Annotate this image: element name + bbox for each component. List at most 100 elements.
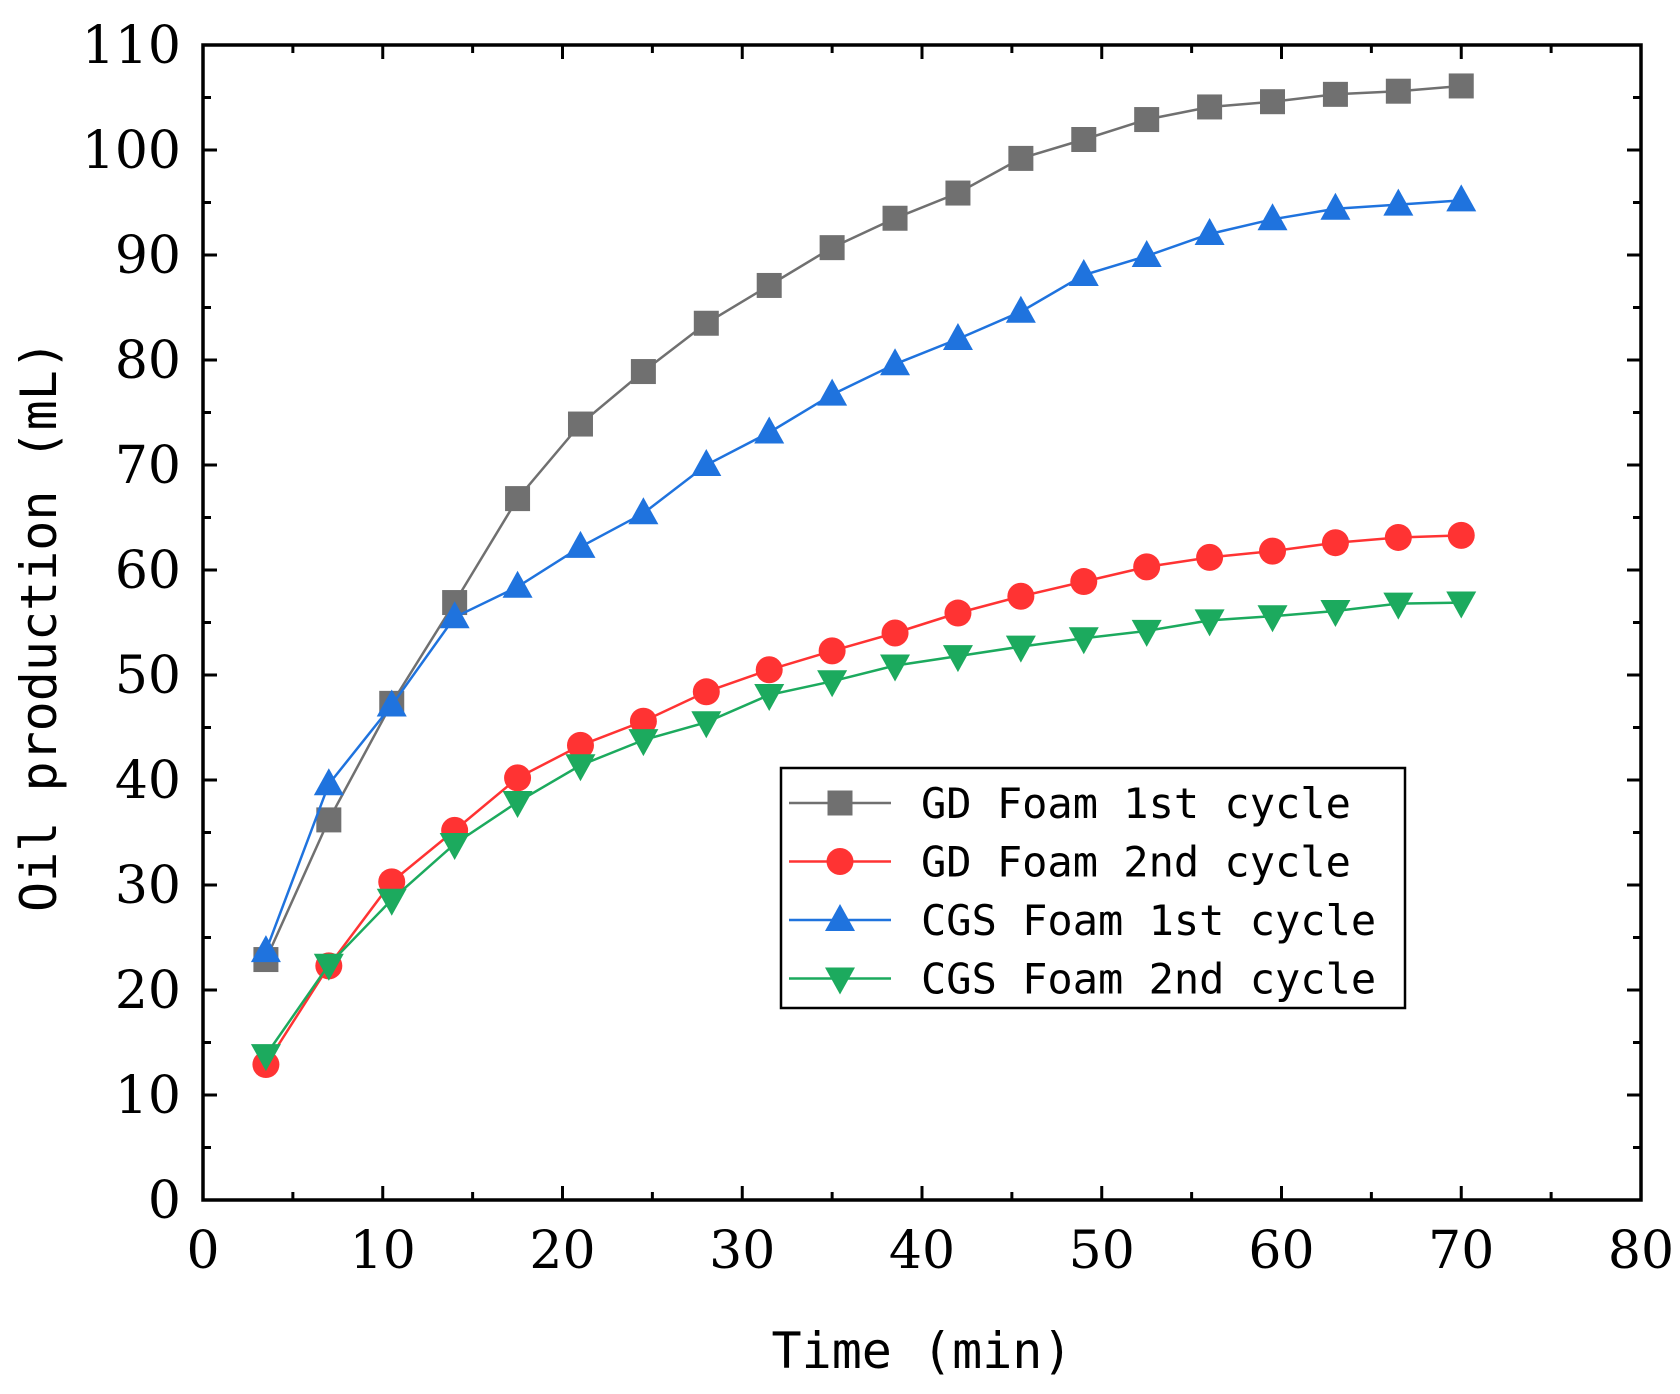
series-4-point (880, 654, 911, 682)
y-tick-label: 0 (148, 1171, 181, 1231)
series-4-point (1383, 592, 1414, 620)
series-3-point (1257, 203, 1288, 231)
series-2-point (504, 764, 532, 792)
series-2-point (1070, 568, 1098, 596)
series-1-point (1197, 94, 1223, 120)
series-3-point (439, 601, 470, 629)
series-3-point (1194, 218, 1225, 245)
series-3-point (1005, 295, 1036, 323)
series-4-point (439, 833, 470, 861)
series-1-point (1260, 89, 1286, 115)
series-4 (250, 591, 1477, 1072)
series-1-point (1385, 78, 1411, 104)
series-3-point (880, 348, 911, 376)
x-tick-label: 70 (1428, 1221, 1494, 1281)
series-3-point (691, 449, 722, 476)
legend-entry-1: GD Foam 1st cycle (789, 779, 1351, 828)
series-4-point (1068, 627, 1099, 655)
legend-entry-3: CGS Foam 1st cycle (789, 896, 1376, 945)
series-3-point (628, 497, 659, 525)
series-2-point (1321, 529, 1349, 557)
series-1-point (819, 235, 845, 261)
y-tick-label: 90 (115, 226, 181, 286)
series-3-point (817, 378, 848, 406)
series-2-point (1259, 537, 1287, 565)
series-1-point (693, 310, 719, 336)
x-tick-label: 60 (1248, 1221, 1314, 1281)
y-tick-label: 40 (115, 751, 181, 811)
x-tick-label: 80 (1608, 1221, 1674, 1281)
legend-entry-4: CGS Foam 2nd cycle (789, 955, 1376, 1004)
series-2-point (755, 656, 783, 684)
series-3-point (250, 935, 281, 963)
series-1-point (945, 180, 971, 206)
series-3-point (1131, 240, 1162, 268)
series-layer (250, 73, 1477, 1079)
series-4-point (754, 683, 785, 711)
series-1-point (882, 205, 908, 231)
series-4-point (376, 888, 407, 916)
series-1 (253, 73, 1474, 973)
series-2-point (818, 637, 846, 665)
legend-marker (826, 848, 854, 875)
x-tick-label: 20 (529, 1221, 595, 1281)
series-3-point (754, 416, 785, 444)
series-3-point (313, 768, 344, 796)
y-tick-label: 70 (115, 436, 181, 496)
series-3-point (1068, 258, 1099, 286)
series-3-point (1446, 184, 1477, 212)
series-2-point (1447, 521, 1475, 549)
x-tick-label: 10 (350, 1221, 416, 1281)
legend: GD Foam 1st cycle GD Foam 2nd cycle CGS Fo… (779, 766, 1407, 1010)
x-tick-label: 30 (709, 1221, 775, 1281)
y-tick-label: 110 (82, 16, 181, 76)
series-4-point (691, 711, 722, 739)
legend-label: GD Foam 1st cycle (921, 779, 1351, 828)
series-4-point (1320, 599, 1351, 627)
y-tick-label: 20 (115, 961, 181, 1021)
series-3-point (502, 570, 533, 598)
x-tick-label: 40 (889, 1221, 955, 1281)
series-1-point (505, 486, 531, 512)
y-tick-label: 10 (115, 1066, 181, 1126)
x-axis-title: Time (min) (771, 1322, 1072, 1380)
y-axis-title: Oil production (mL) (10, 340, 68, 912)
legend-label: GD Foam 2nd cycle (921, 838, 1351, 887)
series-3-point (376, 689, 407, 717)
axes: 0 10 20 30 40 50 60 70 80 0 10 20 30 40 50 60 70 80 90 100 1… (82, 16, 1674, 1281)
series-4-point (1194, 609, 1225, 637)
series-1-point (316, 807, 342, 833)
series-3 (250, 184, 1477, 963)
legend-entry-2: GD Foam 2nd cycle (789, 838, 1351, 887)
series-4-point (502, 791, 533, 819)
y-tick-label: 100 (82, 121, 181, 181)
series-3-line (264, 199, 1462, 952)
series-1-point (1134, 107, 1160, 133)
x-tick-label: 50 (1069, 1221, 1135, 1281)
series-4-point (1005, 635, 1036, 663)
series-2-point (566, 731, 594, 759)
series-4-point (1446, 591, 1477, 619)
series-1-point (756, 272, 782, 298)
x-tick-label: 0 (186, 1221, 219, 1281)
legend-marker (825, 904, 855, 931)
legend-label: CGS Foam 2nd cycle (921, 955, 1376, 1004)
series-4-point (1257, 605, 1288, 633)
series-1-point (1322, 81, 1348, 107)
series-4-point (1131, 619, 1162, 647)
legend-marker (825, 967, 855, 995)
legend-label: CGS Foam 1st cycle (921, 896, 1376, 945)
legend-box (779, 766, 1407, 1010)
series-2-point (1133, 553, 1161, 581)
series-2-point (692, 678, 720, 706)
y-tick-label: 50 (115, 646, 181, 706)
series-2-point (378, 868, 406, 896)
series-4-point (942, 645, 973, 673)
series-4-point (817, 670, 848, 698)
series-4-point (628, 729, 659, 757)
series-1-point (1448, 73, 1474, 99)
series-1-point (1071, 127, 1097, 152)
series-3-point (942, 323, 973, 350)
y-tick-label: 30 (115, 856, 181, 916)
series-4-point (250, 1044, 281, 1072)
